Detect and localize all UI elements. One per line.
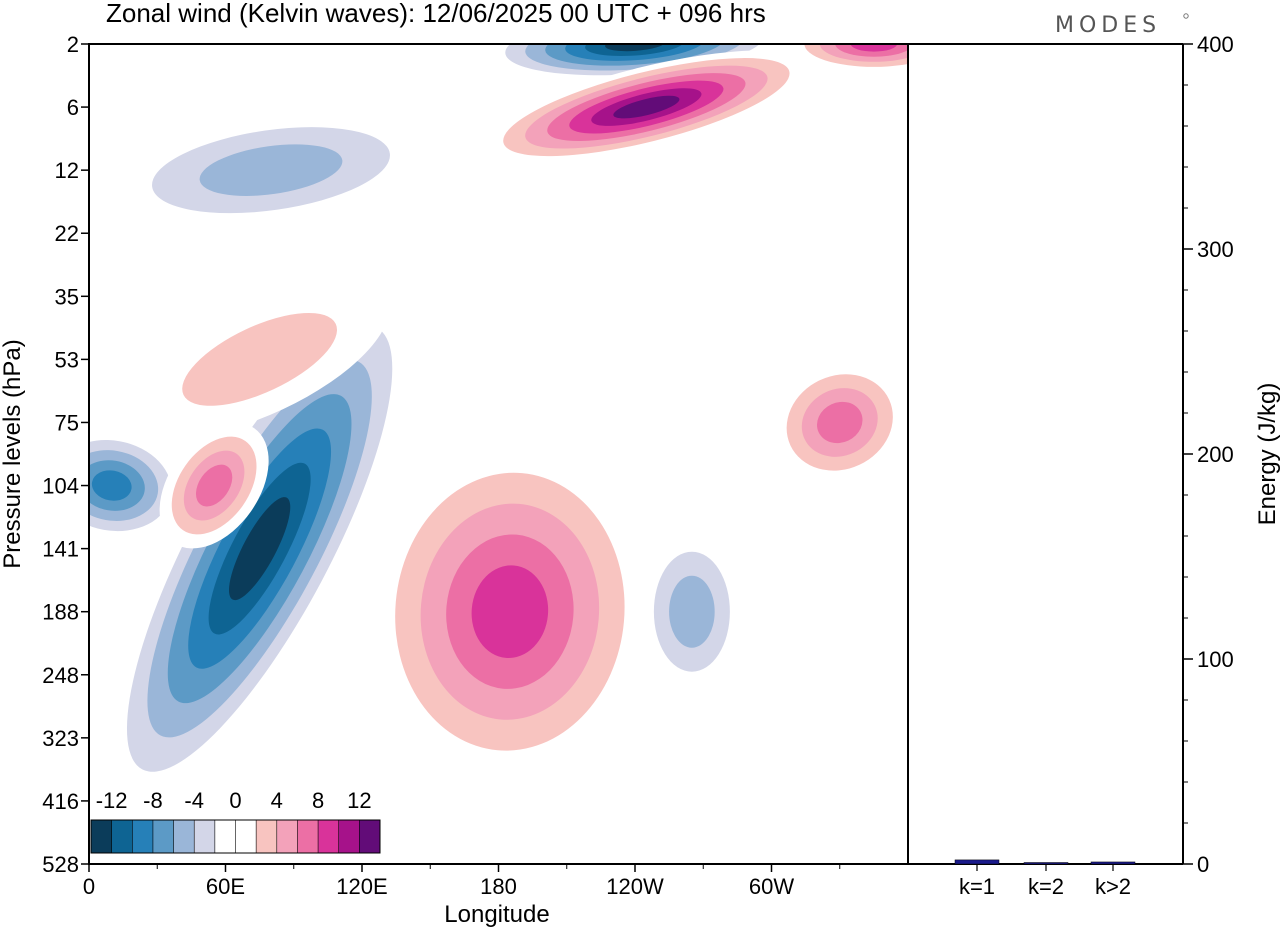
colorbar-label: -4 bbox=[184, 788, 204, 813]
energy-y-tick-label: 400 bbox=[1197, 32, 1234, 57]
energy-y-tick-label: 200 bbox=[1197, 442, 1234, 467]
colorbar-swatch bbox=[359, 820, 381, 853]
colorbar-label: -12 bbox=[96, 788, 128, 813]
colorbar-swatch bbox=[173, 820, 195, 853]
contour-level bbox=[669, 575, 715, 648]
colorbar-label-bg bbox=[253, 786, 300, 816]
y-tick-label: 528 bbox=[42, 852, 79, 877]
contour-level bbox=[199, 144, 343, 196]
y-tick-label: 188 bbox=[42, 600, 79, 625]
energy-bar bbox=[1090, 861, 1136, 865]
colorbar-label: -8 bbox=[143, 788, 163, 813]
negative-anomaly bbox=[126, 325, 393, 772]
y-tick-label: 248 bbox=[42, 663, 79, 688]
y-tick-label: 141 bbox=[42, 537, 79, 562]
energy-x-tick-label: k=1 bbox=[959, 874, 995, 899]
colorbar-label-bg bbox=[88, 786, 135, 816]
colorbar-swatch bbox=[111, 820, 133, 853]
y-tick-label: 416 bbox=[42, 789, 79, 814]
y-tick-label: 53 bbox=[55, 347, 79, 372]
y-tick-label: 6 bbox=[67, 95, 79, 120]
y-axis-title: Pressure levels (hPa) bbox=[0, 339, 26, 568]
y-tick-label: 35 bbox=[55, 284, 79, 309]
y-tick-label: 22 bbox=[55, 221, 79, 246]
energy-bar bbox=[1023, 862, 1069, 865]
x-axis-title: Longitude bbox=[444, 901, 549, 928]
colorbar-swatch bbox=[152, 820, 175, 853]
logo-registered-mark bbox=[1183, 13, 1189, 19]
energy-y-tick-label: 300 bbox=[1197, 237, 1234, 262]
x-tick-label: 120W bbox=[606, 874, 664, 899]
negative-anomaly bbox=[152, 127, 390, 214]
negative-anomaly bbox=[653, 551, 730, 672]
colorbar-swatch bbox=[132, 820, 154, 853]
contour-level bbox=[182, 312, 338, 406]
positive-anomaly bbox=[771, 360, 908, 485]
x-tick-label: 180 bbox=[480, 874, 517, 899]
colorbar-label-bg bbox=[336, 786, 383, 816]
y-tick-label: 12 bbox=[55, 158, 79, 183]
colorbar-label-bg bbox=[171, 786, 218, 816]
colorbar-label-bg bbox=[212, 786, 259, 816]
contour-level bbox=[91, 470, 132, 501]
colorbar-swatch bbox=[276, 820, 298, 853]
x-tick-label: 60E bbox=[206, 874, 245, 899]
colorbar-swatch bbox=[297, 820, 319, 853]
contour-field bbox=[89, 44, 908, 864]
colorbar-label: 12 bbox=[347, 788, 371, 813]
contour-swath bbox=[792, 447, 908, 651]
contour-level bbox=[817, 401, 863, 444]
contour-level bbox=[850, 44, 898, 52]
contour-level bbox=[585, 44, 685, 56]
colorbar-swatch bbox=[338, 820, 360, 853]
energy-x-tick-label: k=2 bbox=[1028, 874, 1064, 899]
x-tick-label: 120E bbox=[336, 874, 387, 899]
contour-level bbox=[605, 44, 665, 52]
colorbar-swatch bbox=[318, 820, 340, 853]
contour-level bbox=[613, 95, 680, 119]
positive-anomaly bbox=[369, 441, 651, 782]
energy-bar bbox=[954, 859, 1000, 865]
colorbar: -12 -8 -4 0 4 8 12 bbox=[88, 786, 383, 854]
negative-anomaly bbox=[89, 440, 172, 532]
positive-anomaly bbox=[788, 44, 908, 72]
y-tick-label: 104 bbox=[42, 474, 79, 499]
positive-anomaly bbox=[481, 50, 812, 164]
contour-level bbox=[228, 497, 291, 601]
colorbar-swatch bbox=[91, 820, 113, 853]
modes-logo: MODES bbox=[1055, 13, 1161, 38]
contour-level bbox=[471, 565, 549, 659]
colorbar-swatch bbox=[194, 820, 216, 853]
energy-axis-title: Energy (J/kg) bbox=[1254, 383, 1280, 526]
y-tick-label: 323 bbox=[42, 726, 79, 751]
x-tick-label: 0 bbox=[83, 874, 95, 899]
colorbar-label: 8 bbox=[312, 788, 324, 813]
colorbar-label-bg bbox=[295, 786, 342, 816]
colorbar-swatch bbox=[256, 820, 278, 853]
energy-y-tick-label: 100 bbox=[1197, 647, 1234, 672]
colorbar-swatch bbox=[235, 820, 257, 853]
colorbar-label-bg bbox=[129, 786, 176, 816]
chart-title: Zonal wind (Kelvin waves): 12/06/2025 00… bbox=[106, 0, 766, 28]
hovmoller-contour-plot bbox=[89, 44, 908, 864]
colorbar-swatch bbox=[214, 820, 236, 853]
y-tick-label: 75 bbox=[55, 410, 79, 435]
y-tick-label: 2 bbox=[67, 32, 79, 57]
energy-bar-panel: 0 100 200 300 400 k=1 k=2 k>2 bbox=[908, 32, 1234, 899]
energy-x-tick-label: k>2 bbox=[1095, 874, 1131, 899]
energy-y-tick-label: 0 bbox=[1197, 852, 1209, 877]
colorbar-label: 0 bbox=[229, 788, 241, 813]
colorbar-label: 4 bbox=[271, 788, 283, 813]
contour-level bbox=[195, 464, 233, 507]
positive-anomaly bbox=[130, 282, 389, 437]
x-tick-label: 60W bbox=[749, 874, 794, 899]
positive-anomaly bbox=[159, 422, 269, 549]
